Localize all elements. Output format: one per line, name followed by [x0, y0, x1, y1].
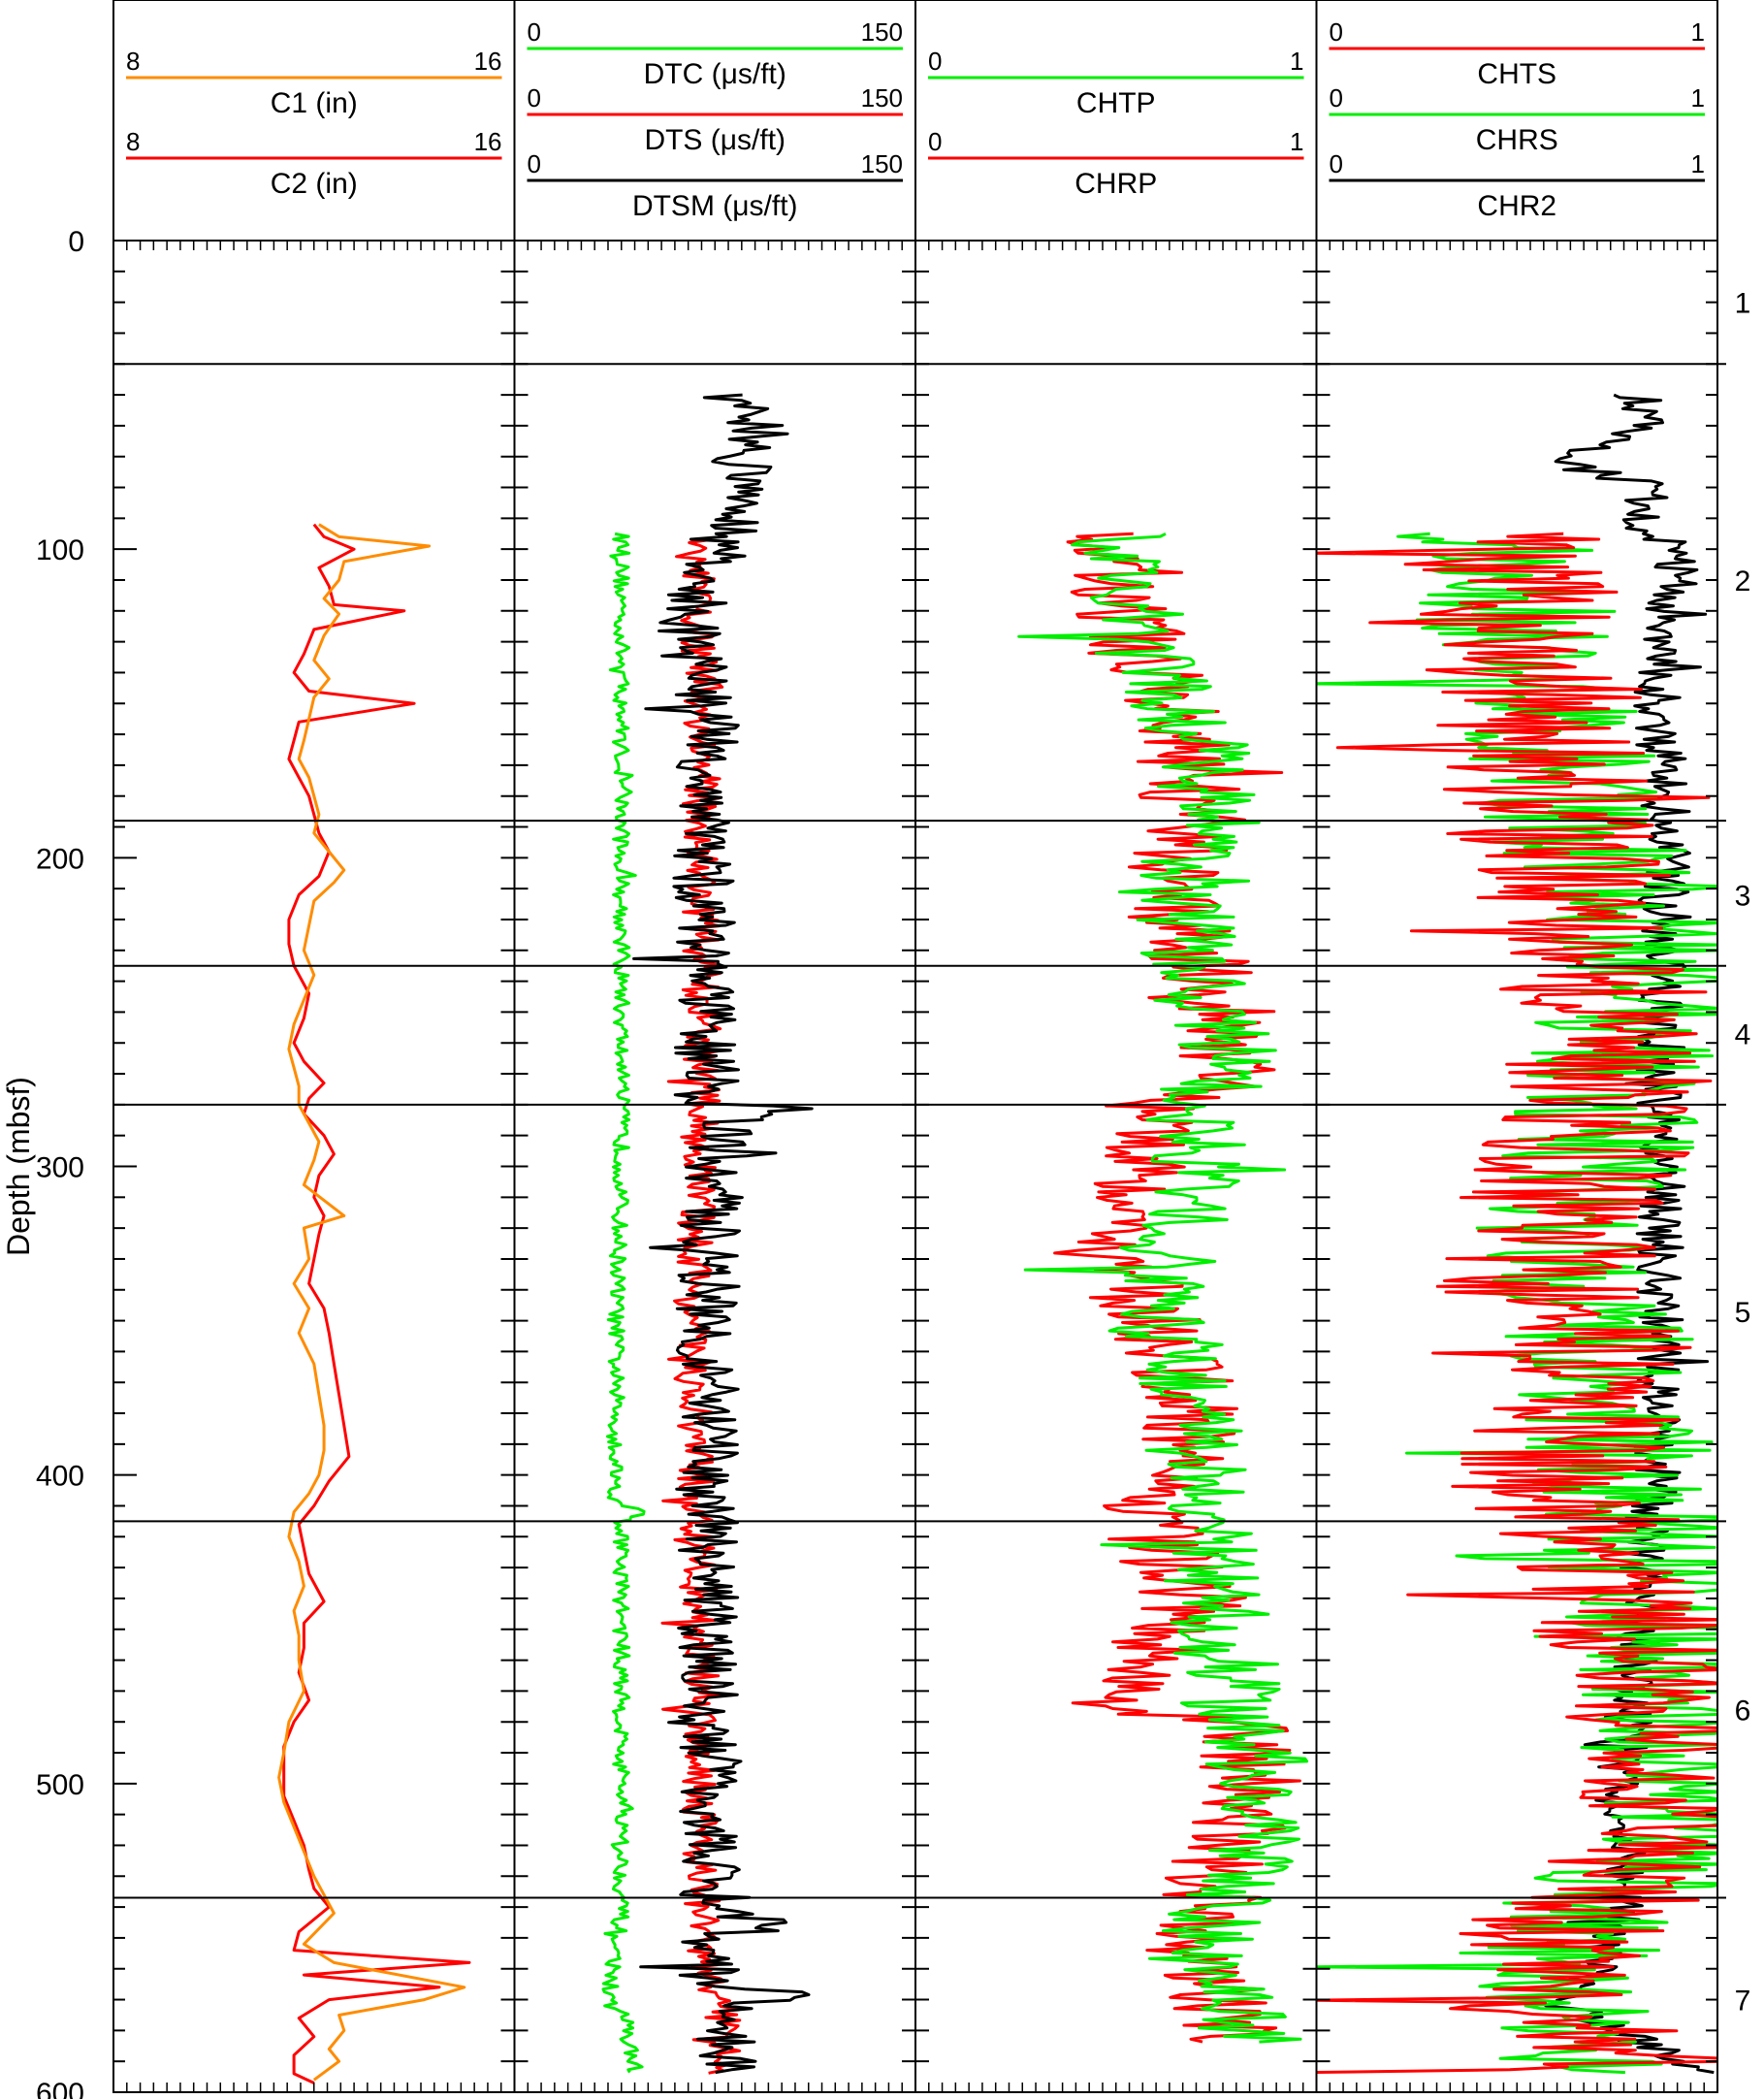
depth-tick-label: 200 [36, 843, 84, 875]
curve-chr2 [1544, 393, 1715, 2075]
scale-min: 0 [528, 17, 541, 47]
unit-label: 3 [1735, 881, 1751, 913]
scale-max: 150 [861, 83, 903, 113]
scale-max: 150 [861, 17, 903, 47]
scale-min: 0 [528, 83, 541, 113]
scale-name: C2 (in) [271, 168, 358, 200]
unit-label: 4 [1735, 1019, 1751, 1051]
scale-min: 8 [126, 47, 140, 76]
curve-chrs [1317, 532, 1716, 2075]
scale-name: CHRS [1476, 124, 1558, 156]
y-axis-label: Depth (mbsf) [1, 1077, 36, 1256]
track-frames: 1 2 3 4 5 6 7 [112, 0, 1751, 2093]
depth-tick-label: 400 [36, 1461, 84, 1493]
scale-name: DTSM (μs/ft) [632, 190, 798, 222]
scale-min: 0 [1330, 83, 1343, 113]
curve-dtsm-s-ft [632, 393, 814, 2075]
scale-max: 1 [1691, 17, 1705, 47]
scale-min: 0 [1330, 149, 1343, 178]
scale-name: CHRP [1074, 168, 1157, 200]
unit-label: 5 [1735, 1297, 1751, 1329]
unit-label: 7 [1735, 1986, 1751, 2018]
curve-dtc-s-ft [601, 532, 646, 2074]
scale-name: CHTS [1477, 58, 1556, 90]
scale-name: DTC (μs/ft) [644, 58, 786, 90]
scale-max: 1 [1691, 149, 1705, 178]
curve-c2-in [282, 523, 471, 2084]
depth-tick-label: 300 [36, 1152, 84, 1184]
unit-label: 1 [1735, 288, 1751, 320]
scale-max: 16 [474, 127, 502, 156]
depth-tick-label: 600 [36, 2078, 84, 2099]
scale-min: 0 [928, 127, 942, 156]
scale-max: 1 [1290, 47, 1303, 76]
scale-min: 8 [126, 127, 140, 156]
scale-name: CHR2 [1477, 190, 1556, 222]
scale-max: 150 [861, 149, 903, 178]
scale-max: 1 [1290, 127, 1303, 156]
scale-min: 0 [928, 47, 942, 76]
depth-tick-label: 0 [68, 226, 84, 258]
curve-chts [1317, 532, 1716, 2074]
scale-max: 1 [1691, 83, 1705, 113]
depth-axis: 0 100 200 300 400 500 600 [36, 226, 1718, 2099]
scale-name: CHTP [1076, 87, 1156, 119]
curve-chrp [1053, 532, 1301, 2044]
scale-name: DTS (μs/ft) [644, 124, 786, 156]
curve-c1-in [277, 523, 466, 2082]
log-curves [277, 393, 1716, 2084]
scale-min: 0 [1330, 17, 1343, 47]
depth-tick-label: 100 [36, 534, 84, 566]
unit-label: 2 [1735, 565, 1751, 597]
scale-min: 0 [528, 149, 541, 178]
scale-name: C1 (in) [271, 87, 358, 119]
track-headers: 8 16 C1 (in) 8 16 C2 (in) 0 150 DTC (μs/ft) 0 150 D… [126, 17, 1705, 222]
curve-chtp [1017, 532, 1309, 2044]
scale-max: 16 [474, 47, 502, 76]
depth-tick-label: 500 [36, 1769, 84, 1801]
unit-label: 6 [1735, 1695, 1751, 1727]
